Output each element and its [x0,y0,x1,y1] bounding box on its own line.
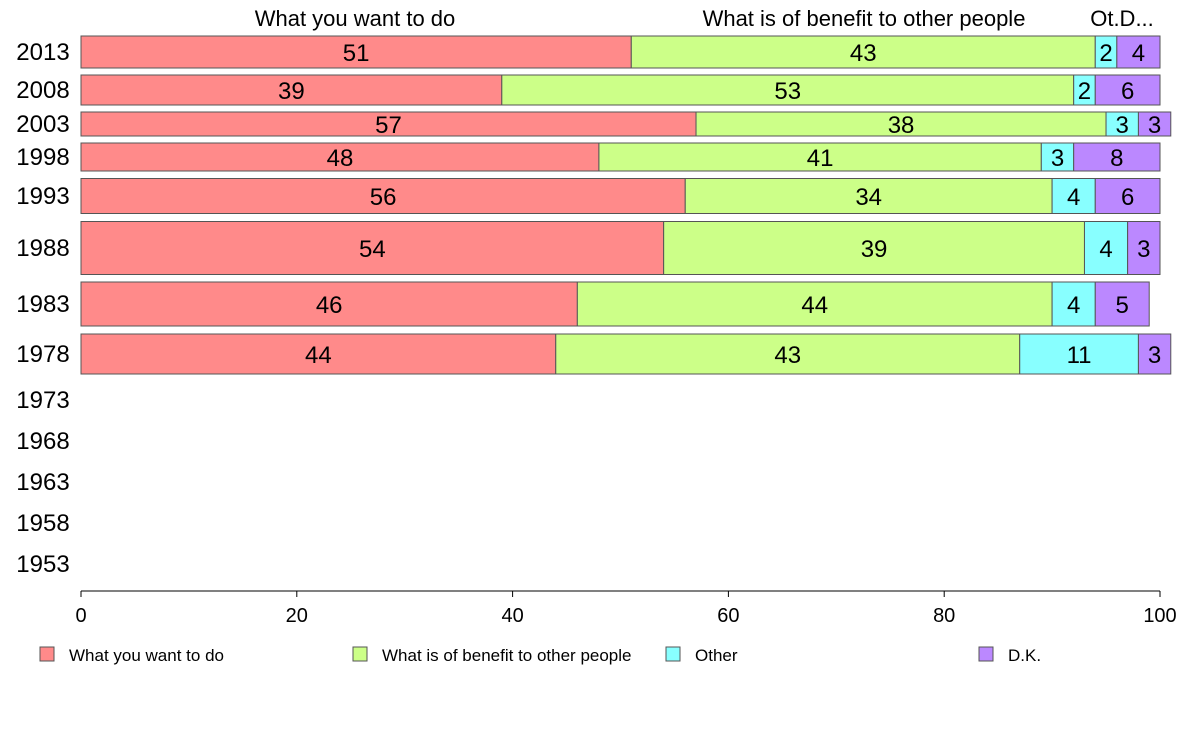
bar-1998-series-2 [598,142,1042,172]
year-label-1953: 1953 [16,551,69,578]
bar-2013-series-2 [630,35,1096,69]
year-label-2003: 2003 [16,111,69,138]
bar-label-2003-series-3: 3 [1116,112,1129,139]
year-label-2008: 2008 [16,77,69,104]
x-tick-label-0: 0 [75,605,86,627]
bar-1978-series-4 [1137,333,1172,375]
legend-label-4: D.K. [1008,646,1041,665]
bar-1998-series-1 [80,142,600,172]
year-label-1978: 1978 [16,341,69,368]
year-labels: 2013 2008 2003 1998 1993 1988 1983 1978 1973 1968… [16,39,69,578]
bars: 51 43 2 439 53 2 657 38 3 348 41 3 856 34 4 654 39 4 346 44… [80,35,1172,375]
bar-2003-series-3 [1105,111,1139,137]
bar-label-1998-series-1: 48 [327,145,354,172]
bar-label-1978-series-1: 44 [305,342,332,369]
bar-2013-series-1 [80,35,632,69]
year-label-1963: 1963 [16,469,69,496]
bar-label-2003-series-4: 3 [1148,112,1161,139]
bar-label-2008-series-3: 2 [1078,78,1091,105]
bar-label-1988-series-4: 3 [1137,236,1150,263]
bar-label-1998-series-3: 3 [1051,145,1064,172]
legend-label-1: What you want to do [69,646,224,665]
bar-2008-series-1 [80,74,503,106]
bar-label-2013-series-2: 43 [850,40,877,67]
bar-label-1978-series-2: 43 [774,342,801,369]
legend-swatch-1 [39,646,55,662]
x-axis: 0 20 40 60 80 100 [75,590,1177,627]
bar-1988-series-3 [1083,221,1129,275]
column-header-2: What is of benefit to other people [703,6,1026,31]
bar-label-1983-series-4: 5 [1116,292,1129,319]
bar-1978-series-2 [555,333,1021,375]
bar-label-1998-series-2: 41 [807,145,834,172]
bar-label-2008-series-1: 39 [278,78,305,105]
bar-2013-series-4 [1116,35,1161,69]
x-tick-label-20: 20 [286,605,308,627]
legend-label-2: What is of benefit to other people [382,646,632,665]
year-label-1993: 1993 [16,183,69,210]
year-label-2013: 2013 [16,39,69,66]
year-label-1958: 1958 [16,510,69,537]
bar-2008-series-2 [501,74,1075,106]
bar-1998-series-4 [1073,142,1161,172]
year-label-1968: 1968 [16,428,69,455]
legend-label-3: Other [695,646,738,665]
bar-label-1993-series-4: 6 [1121,184,1134,211]
bar-label-1993-series-3: 4 [1067,184,1080,211]
bar-label-1988-series-1: 54 [359,236,386,263]
bar-label-2013-series-1: 51 [343,40,370,67]
bar-1983-series-1 [80,281,578,327]
legend: What you want to do What is of benefit to… [39,646,1041,665]
bar-1993-series-4 [1094,178,1161,214]
bar-1983-series-2 [576,281,1053,327]
bar-label-2013-series-3: 2 [1099,40,1112,67]
legend-swatch-2 [352,646,368,662]
x-tick-label-80: 80 [933,605,955,627]
year-label-1983: 1983 [16,291,69,318]
bar-label-2013-series-4: 4 [1132,40,1145,67]
bar-1978-series-3 [1019,333,1139,375]
year-label-1988: 1988 [16,235,69,262]
bar-label-1998-series-4: 8 [1110,145,1123,172]
bar-label-1988-series-2: 39 [861,236,888,263]
column-header-1: What you want to do [255,6,456,31]
year-label-1998: 1998 [16,144,69,171]
bar-2003-series-1 [80,111,697,137]
bar-label-1978-series-3: 11 [1067,342,1092,369]
column-header-3: Ot.D... [1090,6,1154,31]
bar-label-1988-series-3: 4 [1099,236,1112,263]
bar-label-1983-series-3: 4 [1067,292,1080,319]
bar-1993-series-3 [1051,178,1096,214]
bar-label-1983-series-2: 44 [801,292,828,319]
bar-label-1993-series-1: 56 [370,184,397,211]
bar-label-2008-series-4: 6 [1121,78,1134,105]
bar-2003-series-2 [695,111,1107,137]
legend-swatch-4 [978,646,994,662]
x-tick-label-60: 60 [717,605,739,627]
bar-2008-series-4 [1094,74,1161,106]
bar-1978-series-1 [80,333,557,375]
x-tick-label-40: 40 [501,605,523,627]
bar-2003-series-4 [1137,111,1172,137]
bar-1998-series-3 [1040,142,1075,172]
legend-swatch-3 [665,646,681,662]
bar-label-2003-series-1: 57 [375,112,402,139]
bar-label-2008-series-2: 53 [774,78,801,105]
bar-label-2003-series-2: 38 [888,112,915,139]
bar-label-1993-series-2: 34 [855,184,882,211]
year-label-1973: 1973 [16,387,69,414]
bar-1983-series-4 [1094,281,1150,327]
bar-label-1978-series-4: 3 [1148,342,1161,369]
bar-label-1983-series-1: 46 [316,292,343,319]
bar-1988-series-4 [1127,221,1161,275]
x-tick-label-100: 100 [1143,605,1176,627]
column-headers: What you want to do What is of benefit to… [255,6,1154,31]
